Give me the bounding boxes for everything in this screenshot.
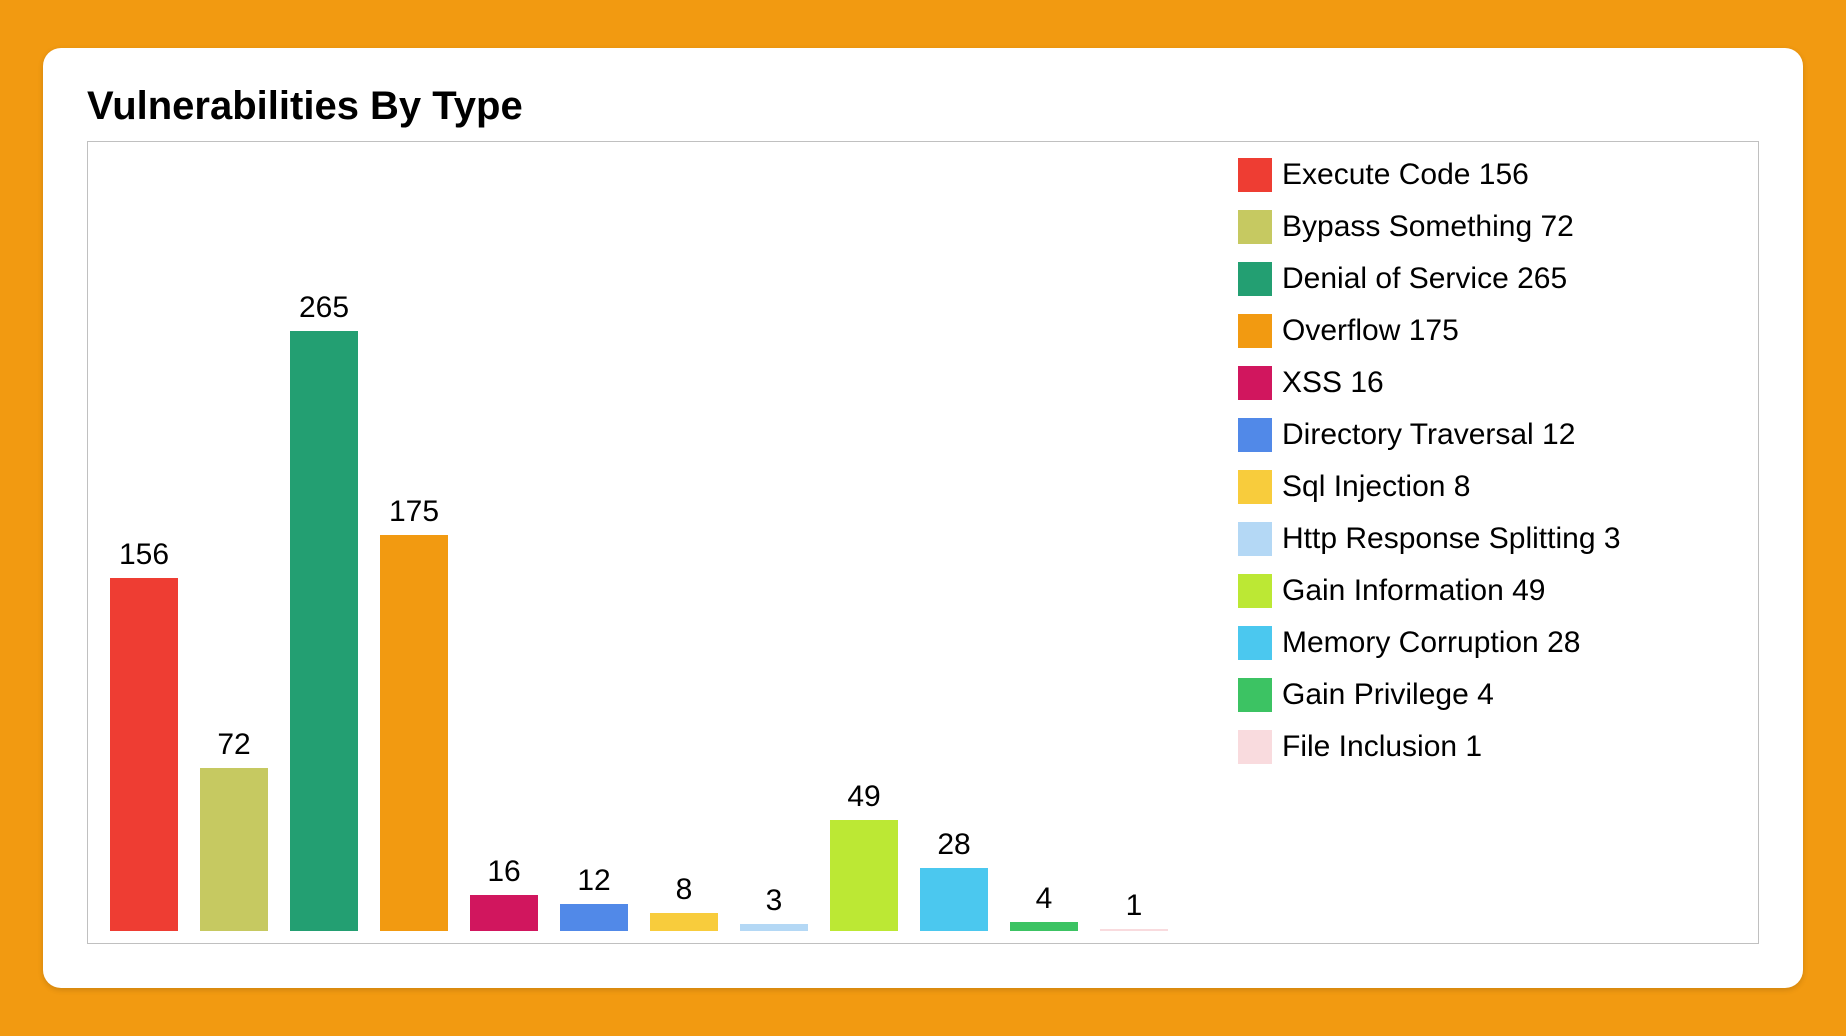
bar-value-label: 49 <box>847 780 880 814</box>
legend: Execute Code 156 Bypass Something 72 Denia… <box>1218 154 1738 931</box>
bar-col: 16 <box>470 154 538 931</box>
legend-item: Memory Corruption 28 <box>1238 626 1738 660</box>
legend-item: Overflow 175 <box>1238 314 1738 348</box>
bar-rect <box>470 895 538 931</box>
bar-col: 4 <box>1010 154 1078 931</box>
bar-rect <box>290 331 358 931</box>
bar-col: 265 <box>290 154 358 931</box>
legend-label: Directory Traversal 12 <box>1282 418 1575 452</box>
bar-value-label: 72 <box>217 728 250 762</box>
bars-area: 156 72 265 175 16 12 8 3 49 28 4 1 <box>100 154 1218 931</box>
bar-rect <box>920 868 988 931</box>
legend-swatch <box>1238 574 1272 608</box>
legend-swatch <box>1238 730 1272 764</box>
legend-swatch <box>1238 626 1272 660</box>
chart-card: Vulnerabilities By Type 1567226517516128… <box>43 48 1803 988</box>
legend-item: Sql Injection 8 <box>1238 470 1738 504</box>
legend-item: Denial of Service 265 <box>1238 262 1738 296</box>
legend-item: Execute Code 156 <box>1238 158 1738 192</box>
bar-value-label: 1 <box>1126 889 1143 923</box>
bar-value-label: 3 <box>766 884 783 918</box>
bar-rect <box>200 768 268 931</box>
legend-label: Overflow 175 <box>1282 314 1459 348</box>
bar-value-label: 8 <box>676 873 693 907</box>
legend-label: Execute Code 156 <box>1282 158 1529 192</box>
legend-item: Bypass Something 72 <box>1238 210 1738 244</box>
chart-box: 156 72 265 175 16 12 8 3 49 28 4 1 Execute Code 156… <box>87 141 1759 944</box>
bar-value-label: 156 <box>119 538 169 572</box>
legend-label: Gain Information 49 <box>1282 574 1545 608</box>
bar-rect <box>110 578 178 931</box>
legend-item: XSS 16 <box>1238 366 1738 400</box>
legend-swatch <box>1238 678 1272 712</box>
legend-label: Sql Injection 8 <box>1282 470 1470 504</box>
bar-col: 156 <box>110 154 178 931</box>
chart-title: Vulnerabilities By Type <box>87 84 1759 129</box>
bar-value-label: 4 <box>1036 882 1053 916</box>
bar-value-label: 175 <box>389 495 439 529</box>
bar-col: 1 <box>1100 154 1168 931</box>
bar-rect <box>650 913 718 931</box>
bar-value-label: 28 <box>937 828 970 862</box>
legend-label: File Inclusion 1 <box>1282 730 1482 764</box>
bar-rect <box>740 924 808 931</box>
bar-col: 12 <box>560 154 628 931</box>
bar-value-label: 16 <box>487 855 520 889</box>
bar-rect <box>1100 929 1168 931</box>
legend-swatch <box>1238 158 1272 192</box>
bar-col: 3 <box>740 154 808 931</box>
bar-value-label: 12 <box>577 864 610 898</box>
legend-item: Gain Information 49 <box>1238 574 1738 608</box>
legend-label: Denial of Service 265 <box>1282 262 1567 296</box>
legend-label: Memory Corruption 28 <box>1282 626 1580 660</box>
legend-swatch <box>1238 470 1272 504</box>
bar-rect <box>560 904 628 931</box>
bar-col: 8 <box>650 154 718 931</box>
legend-swatch <box>1238 418 1272 452</box>
legend-swatch <box>1238 210 1272 244</box>
legend-item: Http Response Splitting 3 <box>1238 522 1738 556</box>
legend-swatch <box>1238 522 1272 556</box>
bar-rect <box>380 535 448 931</box>
bar-col: 28 <box>920 154 988 931</box>
bar-rect <box>830 820 898 931</box>
legend-item: Gain Privilege 4 <box>1238 678 1738 712</box>
legend-label: Http Response Splitting 3 <box>1282 522 1621 556</box>
bar-col: 72 <box>200 154 268 931</box>
legend-label: XSS 16 <box>1282 366 1384 400</box>
legend-swatch <box>1238 262 1272 296</box>
legend-item: File Inclusion 1 <box>1238 730 1738 764</box>
bar-col: 49 <box>830 154 898 931</box>
legend-label: Gain Privilege 4 <box>1282 678 1494 712</box>
legend-swatch <box>1238 366 1272 400</box>
bar-col: 175 <box>380 154 448 931</box>
legend-swatch <box>1238 314 1272 348</box>
bar-rect <box>1010 922 1078 931</box>
bar-value-label: 265 <box>299 291 349 325</box>
legend-item: Directory Traversal 12 <box>1238 418 1738 452</box>
legend-label: Bypass Something 72 <box>1282 210 1574 244</box>
